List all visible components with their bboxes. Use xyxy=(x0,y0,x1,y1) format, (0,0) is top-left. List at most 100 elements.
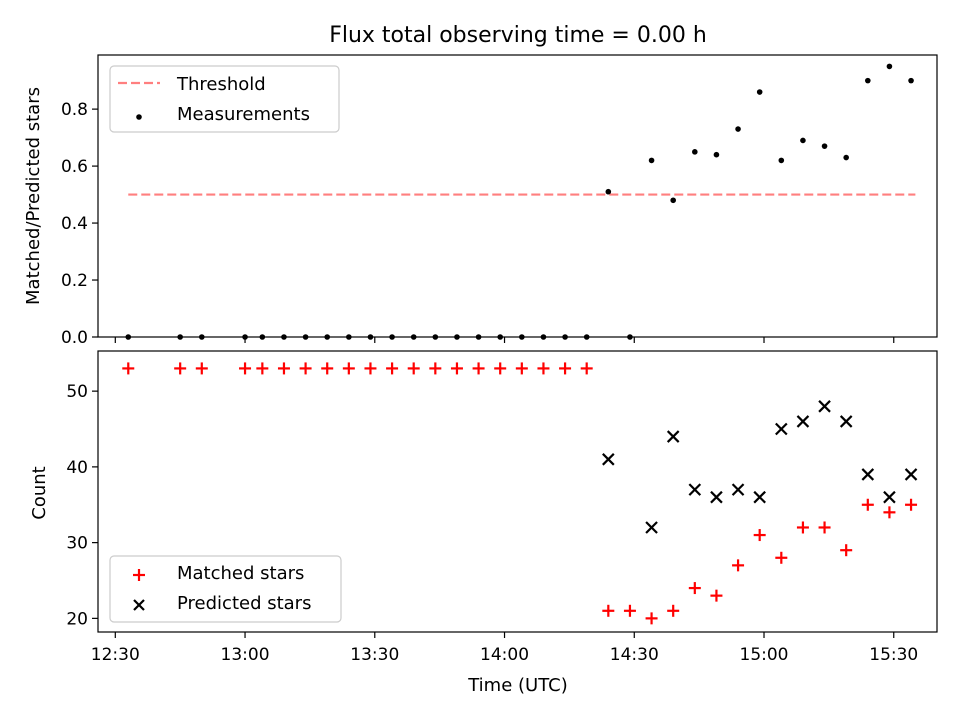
matched-star-point xyxy=(775,551,788,564)
measurement-point xyxy=(540,334,547,340)
matched-star-point xyxy=(494,362,507,375)
matched-star-point xyxy=(299,362,312,375)
matched-star-point xyxy=(602,604,615,617)
panel-ratio-y-label: Matched/Predicted stars xyxy=(23,87,44,305)
matched-star-point xyxy=(861,498,874,511)
predicted-star-point xyxy=(602,453,615,466)
measurement-point xyxy=(670,197,676,204)
legend-threshold-label: Threshold xyxy=(176,74,266,95)
y-tick-label: 20 xyxy=(66,609,88,629)
measurement-point xyxy=(259,334,266,340)
panel-count-x-ticks: 12:30 13:00 13:30 14:00 14:30 15:00 15:30 xyxy=(91,632,918,665)
matched-star-point xyxy=(580,362,593,375)
x-tick-label: 14:30 xyxy=(610,645,659,665)
predicted-star-point xyxy=(904,468,918,481)
measurement-point xyxy=(843,154,849,161)
panel-ratio-x-ticks xyxy=(114,337,895,343)
predicted-star-point xyxy=(688,483,702,496)
predicted-star-point xyxy=(775,422,788,436)
predicted-star-point xyxy=(839,415,853,428)
measurement-point xyxy=(475,334,482,340)
matched-star-point xyxy=(710,589,723,602)
y-tick-label: 0.4 xyxy=(61,214,88,234)
measurement-point xyxy=(389,334,395,340)
measurement-point xyxy=(198,334,205,340)
matched-star-point xyxy=(537,362,550,375)
matched-star-point xyxy=(277,362,290,375)
measurement-point xyxy=(627,334,633,340)
measurement-point xyxy=(778,157,785,164)
y-tick-label: 0.8 xyxy=(61,100,88,120)
x-tick-label: 14:00 xyxy=(480,645,529,665)
matched-star-point xyxy=(450,362,463,375)
x-axis-label: Time (UTC) xyxy=(467,675,568,696)
panel-ratio-y-ticks: 0.0 0.2 0.4 0.6 0.8 xyxy=(61,100,98,348)
measurement-point xyxy=(432,334,439,340)
matched-star-point xyxy=(195,362,208,375)
y-tick-label: 40 xyxy=(66,458,88,478)
measurement-point xyxy=(713,151,720,158)
panel-count-y-ticks: 20 30 40 50 xyxy=(66,382,98,629)
measurement-point xyxy=(125,334,132,340)
measurement-point xyxy=(454,334,460,340)
measurement-point xyxy=(756,89,763,95)
y-tick-label: 50 xyxy=(66,382,88,402)
measurement-point xyxy=(497,334,504,340)
legend-predicted-swatch xyxy=(133,599,145,611)
measurement-point xyxy=(886,63,893,70)
measurement-point xyxy=(735,126,741,132)
measurement-point xyxy=(583,334,590,340)
chart-title: Flux total observing time = 0.00 h xyxy=(329,23,707,48)
predicted-star-point xyxy=(731,483,745,496)
measurement-point xyxy=(692,149,698,155)
matched-star-point xyxy=(407,362,420,375)
measurement-point xyxy=(519,334,525,340)
count-points xyxy=(122,362,918,625)
matched-star-point xyxy=(472,362,485,375)
matched-star-point xyxy=(559,362,572,375)
legend-top: Threshold Measurements xyxy=(109,65,340,133)
panel-ratio: 0.00.20.40.60.8 Matched/Predicted stars … xyxy=(23,54,938,348)
panel-count-y-label: Count xyxy=(29,466,50,519)
matched-star-point xyxy=(342,362,355,375)
legend-measurements-swatch xyxy=(136,114,142,120)
matched-star-point xyxy=(429,362,442,375)
predicted-star-point xyxy=(796,415,810,428)
matched-star-point xyxy=(840,544,853,557)
x-tick-label: 12:30 xyxy=(91,645,140,665)
measurement-point xyxy=(242,334,248,340)
matched-star-point xyxy=(732,559,745,572)
matched-star-point xyxy=(883,506,896,519)
matched-star-point xyxy=(753,529,766,542)
measurement-point xyxy=(177,334,183,340)
measurement-point xyxy=(800,137,806,144)
matched-star-point xyxy=(796,521,809,534)
matched-star-point xyxy=(667,604,680,617)
legend-bottom-box xyxy=(109,555,342,623)
predicted-star-point xyxy=(710,490,723,504)
matched-star-point xyxy=(122,362,135,375)
predicted-star-point xyxy=(753,490,766,504)
x-tick-label: 13:00 xyxy=(221,645,270,665)
measurement-point xyxy=(410,334,417,340)
measurement-point xyxy=(302,334,309,340)
legend-top-box xyxy=(109,65,340,133)
measurement-point xyxy=(346,334,352,340)
matched-star-point xyxy=(623,604,636,617)
predicted-star-point xyxy=(818,400,831,413)
y-tick-label: 0.0 xyxy=(61,328,88,348)
predicted-star-point xyxy=(883,490,896,504)
matched-star-point xyxy=(688,582,701,595)
predicted-star-point xyxy=(645,521,658,534)
legend-predicted-label: Predicted stars xyxy=(177,593,311,614)
legend-bottom: Matched stars Predicted stars xyxy=(109,555,342,623)
matched-star-point xyxy=(645,612,658,625)
legend-matched-swatch xyxy=(133,569,145,581)
matched-star-point xyxy=(905,498,918,511)
matched-star-point xyxy=(256,362,269,375)
measurement-point xyxy=(281,334,287,340)
predicted-star-point xyxy=(666,430,680,443)
x-tick-label: 15:00 xyxy=(740,645,789,665)
